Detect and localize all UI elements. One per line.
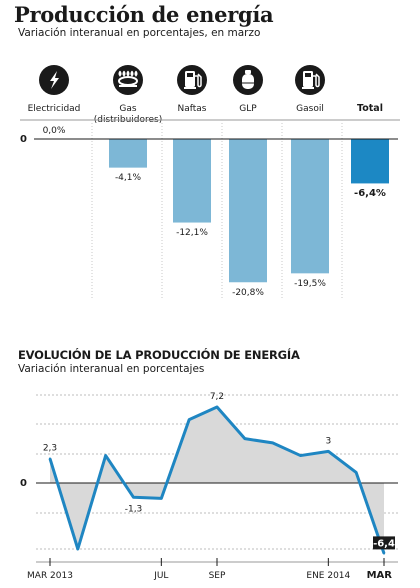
data-point [48, 457, 52, 460]
line-chart-subtitle: Variación interanual en porcentajes [18, 363, 205, 375]
pump-hose [313, 73, 320, 88]
category-label: Total [357, 103, 383, 114]
data-point [271, 441, 274, 445]
flame [126, 70, 130, 77]
pump-hose [195, 73, 202, 88]
cylinder-body [242, 74, 254, 89]
category-label-line: GLP [239, 104, 257, 114]
point-label: 7,2 [210, 392, 224, 402]
gas-burner-icon [113, 65, 143, 95]
category-label: Electricidad [28, 104, 81, 114]
bar-chart: Electricidad Gas (distribuidores)Naftas GLP… [20, 65, 400, 298]
burner-base [119, 85, 137, 87]
pump-window [187, 73, 193, 77]
fuel-pump-icon [177, 65, 207, 95]
data-point [299, 454, 302, 457]
zero-axis-label: 0 [20, 134, 27, 145]
x-tick-label: MAR 2013 [27, 571, 73, 581]
data-point [382, 552, 386, 555]
area-fill [50, 407, 384, 554]
category-label-line: Gasoil [296, 104, 324, 114]
zero-axis-label: 0 [20, 478, 27, 489]
pump-base [302, 87, 314, 89]
x-tick-label: MAR [367, 570, 393, 581]
flame [130, 70, 134, 77]
x-tick-label: JUL [153, 571, 168, 581]
data-point [215, 405, 219, 409]
flame [134, 70, 138, 77]
bar-value-label: -6,4% [354, 188, 386, 199]
point-label: -1,3 [125, 504, 143, 514]
bar-value-label: -12,1% [176, 228, 208, 238]
lightning-icon [39, 65, 69, 95]
category-label: Gasoil [296, 104, 324, 114]
data-point [160, 497, 163, 500]
page-subtitle: Variación interanual en porcentajes, en … [18, 27, 261, 39]
flame [122, 70, 126, 77]
bar [229, 139, 267, 283]
bar [109, 139, 147, 168]
category-label-line: Naftas [178, 104, 207, 114]
data-point [187, 418, 191, 421]
last-value-box [373, 536, 395, 550]
lightning-bolt [50, 71, 59, 89]
data-point [354, 471, 358, 474]
bar [351, 139, 389, 184]
page-title: Producción de energía [14, 2, 274, 27]
data-point [76, 547, 80, 551]
data-point [132, 496, 135, 499]
point-label: -6,4 [373, 538, 395, 549]
fuel-pump-icon [295, 65, 325, 95]
category-label-line: Gas [119, 104, 136, 114]
bar [291, 139, 329, 274]
bar-value-label: -19,5% [294, 279, 326, 289]
bar-value-label: 0,0% [43, 126, 66, 136]
gas-cylinder-icon [233, 65, 263, 95]
category-label-line: Electricidad [28, 104, 81, 114]
line-chart-title: EVOLUCIÓN DE LA PRODUCCIÓN DE ENERGÍA [18, 348, 300, 362]
pump-base [184, 87, 196, 89]
bar-value-label: -4,1% [115, 173, 142, 183]
category-label: Naftas [178, 104, 207, 114]
point-label: 2,3 [43, 444, 57, 454]
x-tick-label: SEP [209, 571, 226, 581]
bar [173, 139, 211, 223]
pump-window [305, 73, 311, 77]
data-point [243, 437, 247, 440]
category-label: GLP [239, 104, 257, 114]
data-point [104, 454, 107, 457]
bar-value-label: -20,8% [232, 288, 264, 298]
data-point [327, 450, 330, 453]
point-label: 3 [325, 436, 331, 446]
flame [118, 70, 122, 77]
x-tick-label: ENE 2014 [306, 571, 350, 581]
category-label-line: Total [357, 103, 383, 114]
cylinder-valve [245, 70, 251, 74]
